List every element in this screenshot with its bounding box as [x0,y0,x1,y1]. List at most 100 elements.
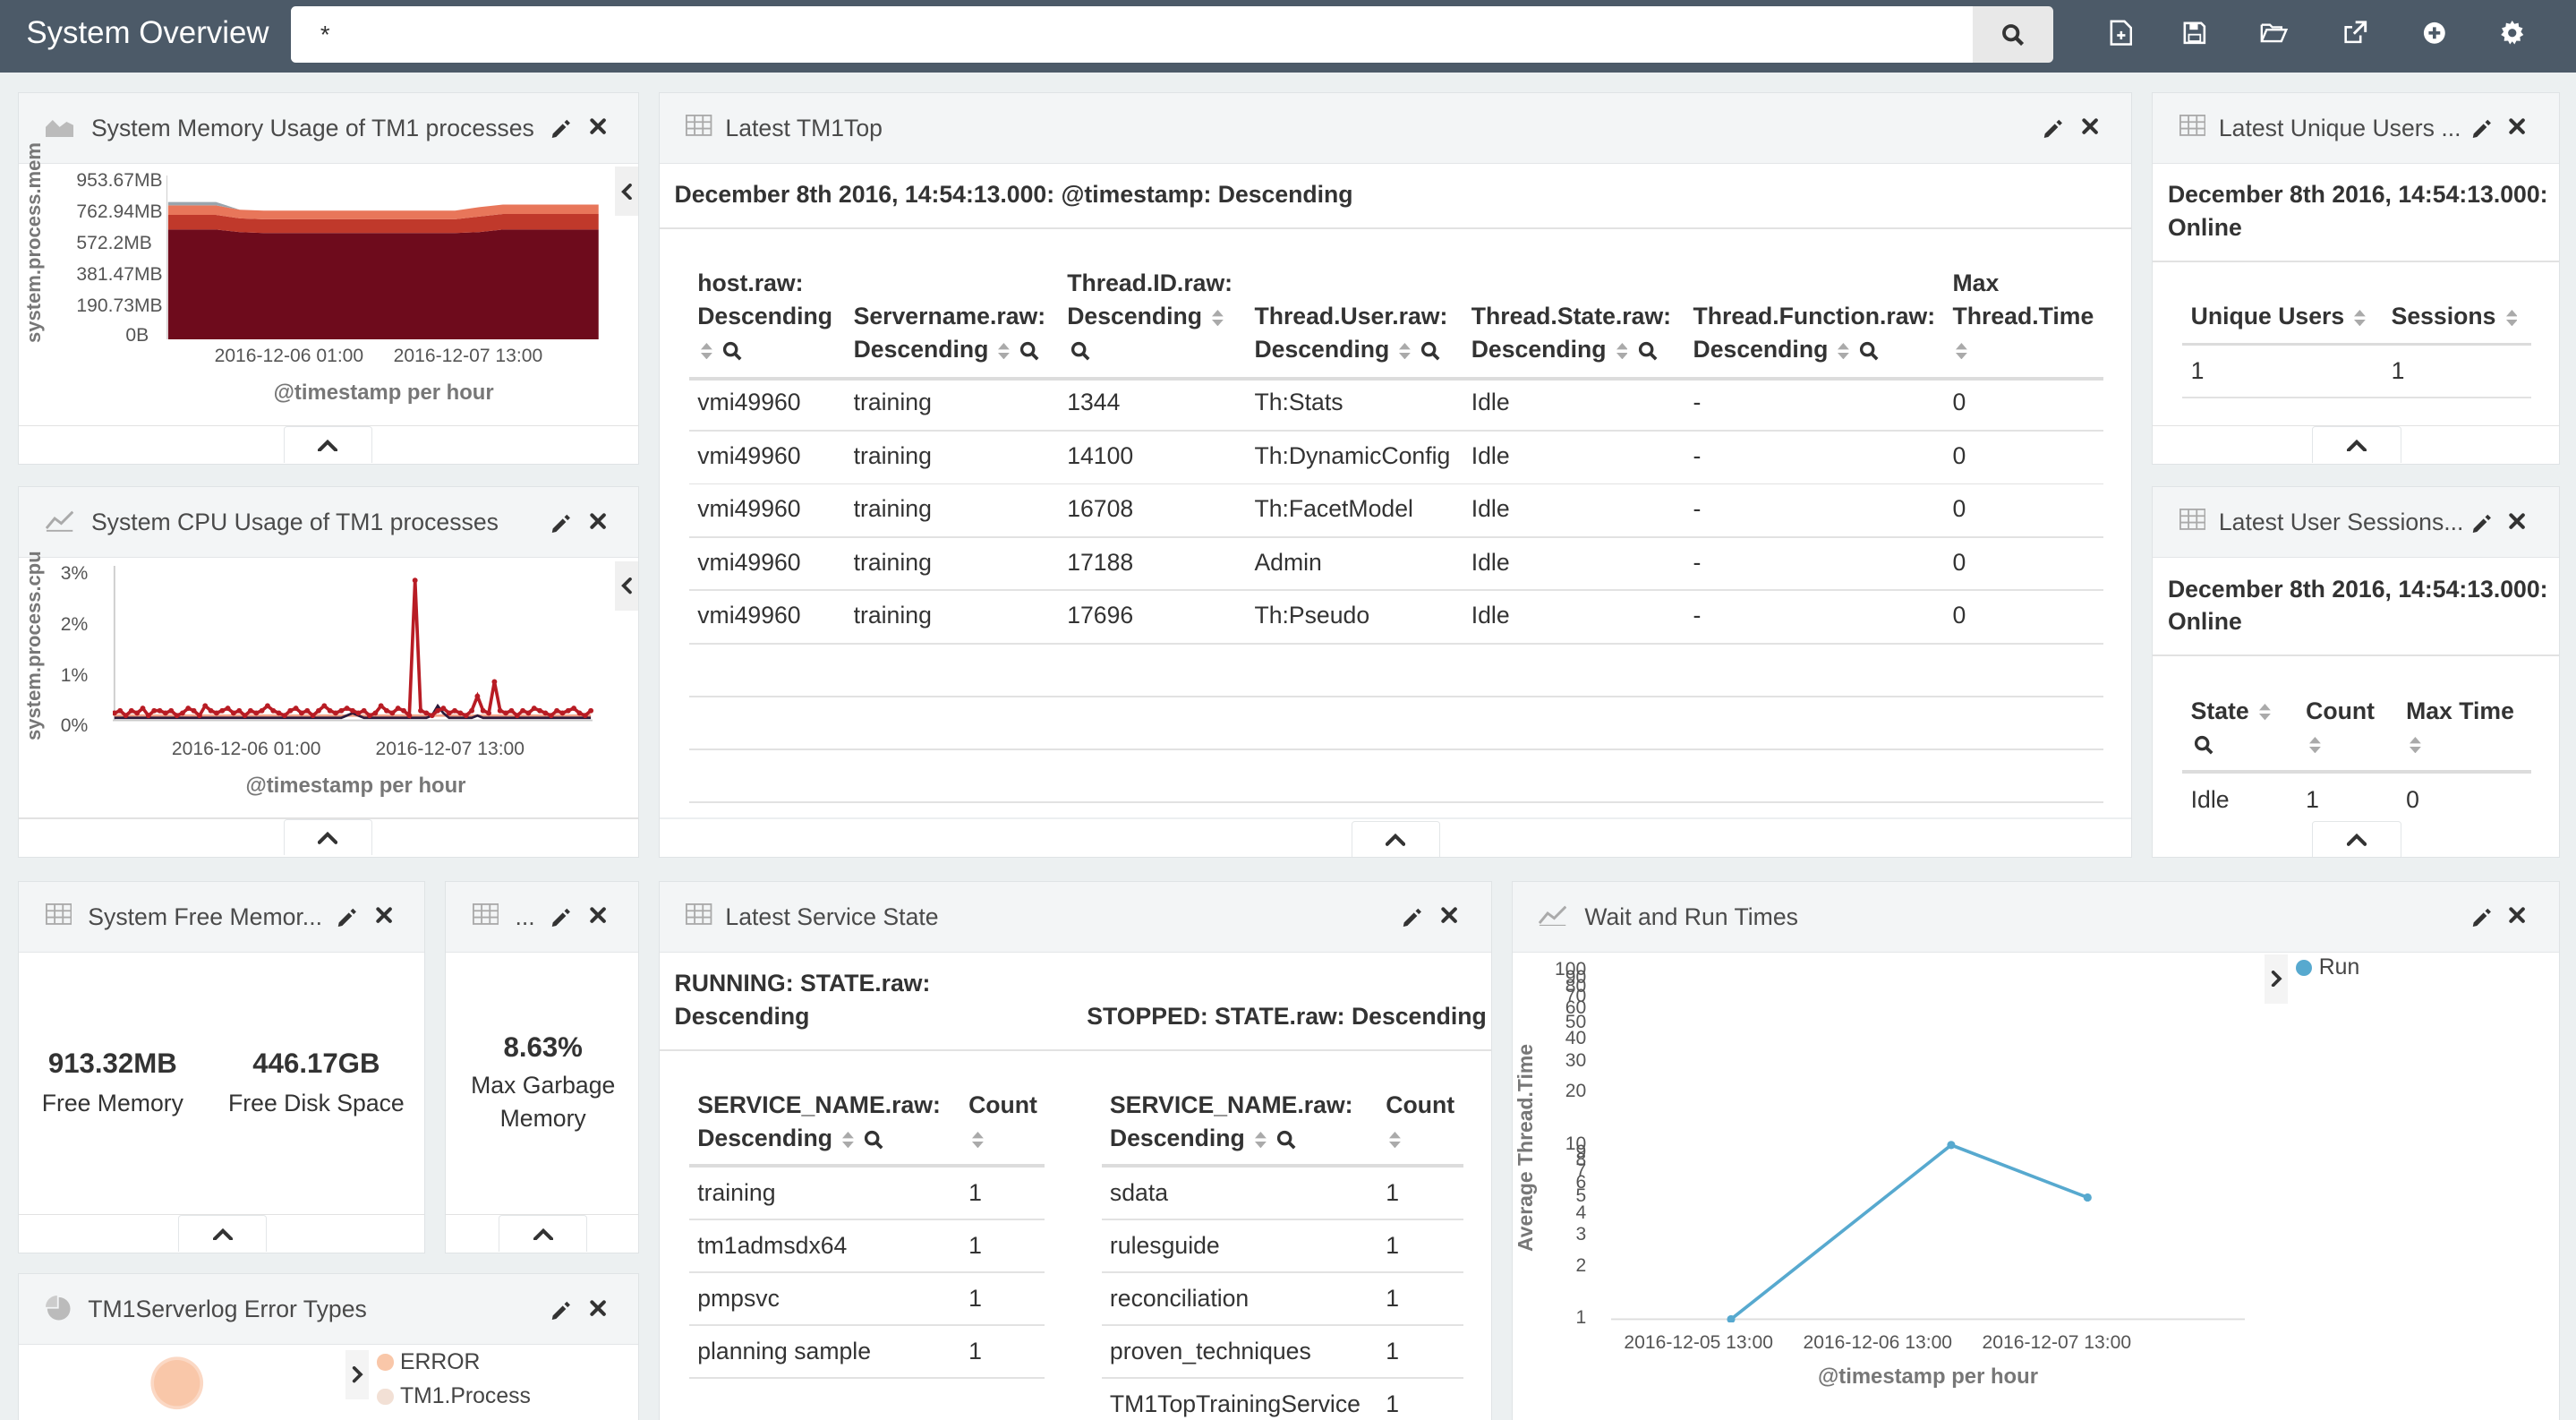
filter-search-icon[interactable] [1638,341,1658,361]
edit-icon[interactable] [2042,117,2063,139]
filter-search-icon[interactable] [1276,1130,1296,1150]
sort-icon[interactable] [1399,342,1412,359]
column-header-thread-function[interactable]: Thread.Function.raw: Descending [1693,303,1936,363]
sort-icon[interactable] [1956,342,1968,359]
table-cell: vmi49960 [697,441,801,469]
data-point [429,713,435,719]
column-header-service-name[interactable]: SERVICE_NAME.raw: Descending [1109,1091,1353,1151]
new-dashboard-button[interactable] [2103,16,2138,49]
close-icon[interactable] [2081,117,2099,135]
collapse-button[interactable] [283,819,372,856]
close-icon[interactable] [1440,906,1458,924]
edit-icon[interactable] [336,906,357,928]
search-input[interactable] [290,6,1975,63]
search-button[interactable] [1973,6,2054,63]
edit-icon[interactable] [2470,512,2492,534]
row-divider [689,642,2104,645]
column-header-host[interactable]: host.raw: Descending [697,267,832,365]
edit-icon[interactable] [1401,906,1422,928]
legend-item-error[interactable]: ERROR [377,1350,480,1375]
sort-icon[interactable] [2505,309,2518,327]
sort-icon[interactable] [2354,309,2367,327]
close-icon[interactable] [2508,117,2526,135]
legend-toggle[interactable] [345,1349,370,1399]
close-icon[interactable] [2508,512,2526,530]
data-point [502,710,508,716]
filter-search-icon[interactable] [1859,341,1880,361]
edit-icon[interactable] [550,1299,571,1321]
filter-search-icon[interactable] [1070,341,1090,361]
filter-search-icon[interactable] [1420,341,1441,361]
table-cell: 1 [1386,1179,1400,1206]
metric-icon [45,902,72,925]
column-header-count[interactable]: Count [1386,1089,1454,1154]
metric-icon [472,902,499,925]
sort-icon[interactable] [700,342,712,359]
column-header-servername[interactable]: Servername.raw: Descending [853,303,1046,363]
add-panel-button[interactable] [2417,16,2452,49]
chevron-left-icon [621,183,632,201]
legend-item-tm1-process[interactable]: TM1.Process [377,1384,531,1409]
column-header-max-time[interactable]: Max Time [2406,695,2514,760]
close-icon[interactable] [589,117,607,135]
sort-icon[interactable] [2258,704,2271,721]
save-dashboard-button[interactable] [2177,16,2213,49]
column-header-state[interactable]: State [2191,695,2271,760]
edit-icon[interactable] [550,117,571,139]
collapse-button[interactable] [499,1215,588,1252]
edit-icon[interactable] [2470,906,2492,928]
filter-search-icon[interactable] [2194,735,2214,756]
panel-title: Wait and Run Times [1584,902,1798,930]
edit-icon[interactable] [2470,117,2492,139]
collapse-button[interactable] [2312,820,2401,858]
column-header-thread-id[interactable]: Thread.ID.raw: Descending [1067,267,1233,365]
legend-toggle[interactable] [615,167,638,217]
collapse-button[interactable] [283,426,372,463]
edit-icon[interactable] [550,906,571,928]
sort-icon[interactable] [1212,309,1224,327]
column-header-thread-state[interactable]: Thread.State.raw: Descending [1471,303,1672,363]
open-dashboard-button[interactable] [2256,16,2291,49]
edit-icon[interactable] [550,512,571,534]
y-tick: 953.67MB [76,170,163,192]
sort-icon[interactable] [1254,1131,1267,1148]
collapse-button[interactable] [178,1215,268,1252]
run-data-point [2083,1193,2092,1202]
sort-icon[interactable] [1838,342,1850,359]
filter-search-icon[interactable] [1019,341,1040,361]
data-point [508,708,515,714]
column-header-count[interactable]: Count [968,1089,1037,1154]
sort-icon[interactable] [2409,737,2421,754]
free-memory-label: Free Memory [41,1090,183,1117]
filter-search-icon[interactable] [864,1130,884,1150]
column-header-sessions[interactable]: Sessions [2392,300,2518,333]
row-divider [2182,397,2531,399]
share-dashboard-button[interactable] [2338,16,2374,49]
close-icon[interactable] [375,906,393,924]
sort-icon[interactable] [1388,1131,1401,1148]
legend-item-run[interactable]: Run [2296,955,2359,980]
collapse-button[interactable] [1351,820,1440,858]
sort-icon[interactable] [971,1131,984,1148]
column-header-count[interactable]: Count [2306,695,2375,760]
sort-icon[interactable] [998,342,1011,359]
data-point [474,694,481,699]
legend-toggle[interactable] [615,560,638,611]
settings-button[interactable] [2494,16,2529,49]
sort-icon[interactable] [1616,342,1628,359]
column-header-max-thread-time[interactable]: Max Thread.Time [1953,267,2094,365]
close-icon[interactable] [2508,906,2526,924]
sort-icon[interactable] [2308,737,2321,754]
column-header-unique-users[interactable]: Unique Users [2191,300,2367,333]
y-tick: 40 [1565,1028,1587,1049]
table-cell: reconciliation [1109,1285,1250,1313]
close-icon[interactable] [589,1299,607,1317]
column-header-service-name[interactable]: SERVICE_NAME.raw: Descending [697,1091,941,1151]
legend-toggle[interactable] [2265,954,2288,1004]
close-icon[interactable] [589,512,607,530]
collapse-button[interactable] [2312,426,2401,463]
filter-search-icon[interactable] [722,341,742,361]
close-icon[interactable] [589,906,607,924]
sort-icon[interactable] [842,1131,854,1148]
column-header-thread-user[interactable]: Thread.User.raw: Descending [1254,303,1448,363]
